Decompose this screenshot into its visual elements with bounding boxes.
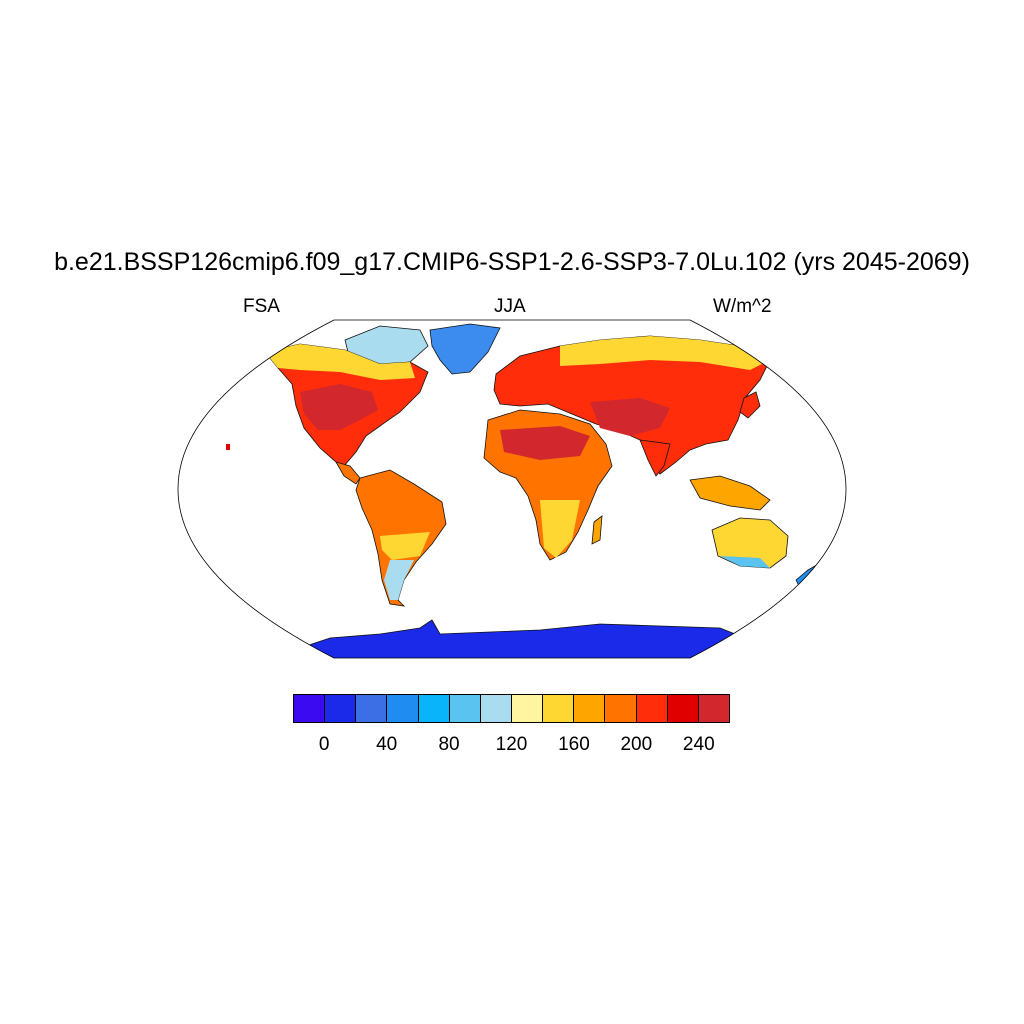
colorbar-tick-label: 40 (376, 734, 398, 755)
colorbar-box (574, 695, 606, 722)
units-label: W/m^2 (713, 296, 772, 317)
greenland (429, 323, 501, 375)
australia (711, 517, 789, 569)
colorbar-box (698, 695, 729, 722)
season-label: JJA (494, 296, 526, 317)
sahara-hot (500, 426, 590, 460)
globe-outline (177, 319, 847, 659)
colorbar-tick-label: 0 (318, 734, 330, 755)
colorbar (293, 694, 730, 723)
africa-south (540, 500, 580, 558)
colorbar-box (325, 695, 357, 722)
colorbar-tick-label: 80 (438, 734, 460, 755)
southeast-asia (689, 475, 771, 511)
south-america-south (384, 560, 414, 600)
new-zealand (795, 560, 823, 589)
colorbar-box (449, 695, 481, 722)
colorbar-box (636, 695, 668, 722)
colorbar-tick-label: 120 (495, 734, 528, 755)
usa-hot (300, 384, 378, 430)
colorbar-box (480, 695, 512, 722)
colorbar-tick-labels: 0 40 80 120 160 200 240 (0, 734, 1024, 758)
middle-east-hot (590, 398, 670, 436)
colorbar-box (387, 695, 419, 722)
japan (739, 391, 761, 419)
hawaii (226, 444, 230, 450)
siberia (560, 336, 770, 370)
australia-south (720, 556, 770, 568)
colorbar-box (294, 695, 326, 722)
central-america (335, 461, 361, 485)
colorbar-box (511, 695, 544, 722)
colorbar-box (356, 695, 388, 722)
north-america-north (265, 344, 415, 380)
colorbar-tick-label: 160 (558, 734, 590, 755)
variable-label: FSA (243, 296, 280, 317)
colorbar-tick-label: 240 (682, 734, 715, 755)
south-america-mid (380, 532, 430, 560)
antarctica (289, 619, 761, 658)
colorbar-box (667, 695, 699, 722)
india (639, 439, 671, 477)
colorbar-tick-label: 200 (620, 734, 653, 755)
colorbar-box (605, 695, 637, 722)
colorbar-box (543, 695, 575, 722)
madagascar (591, 515, 603, 545)
plot-title: b.e21.BSSP126cmip6.f09_g17.CMIP6-SSP1-2.… (54, 248, 970, 276)
colorbar-box (418, 695, 450, 722)
